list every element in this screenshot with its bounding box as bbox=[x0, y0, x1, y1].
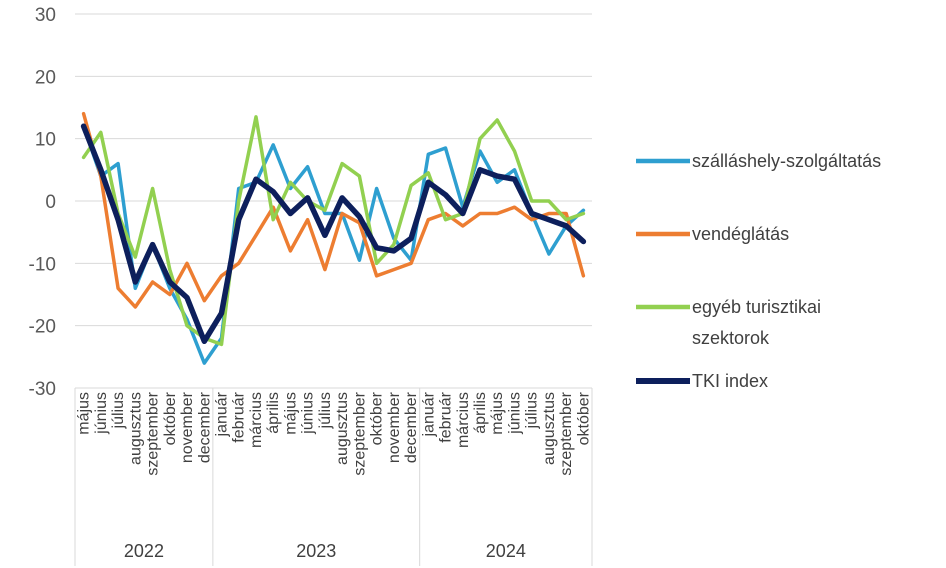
x-tick-label: február bbox=[438, 391, 455, 442]
year-label: 2024 bbox=[486, 541, 526, 561]
x-tick-label: május bbox=[282, 392, 299, 435]
y-tick-label: 20 bbox=[35, 67, 56, 88]
x-tick-label: április bbox=[265, 392, 282, 434]
y-tick-label: -30 bbox=[29, 379, 56, 400]
x-tick-label: november bbox=[179, 391, 196, 463]
x-tick-label: július bbox=[524, 392, 541, 429]
legend-label: TKI index bbox=[692, 371, 768, 391]
x-tick-label: július bbox=[110, 392, 127, 429]
legend-label: szálláshely-szolgáltatás bbox=[692, 151, 881, 171]
x-tick-label: szeptember bbox=[145, 391, 162, 475]
x-tick-label: december bbox=[196, 391, 213, 463]
x-tick-label: március bbox=[248, 392, 265, 448]
x-tick-label: június bbox=[506, 392, 523, 435]
year-label: 2022 bbox=[124, 541, 164, 561]
x-tick-label: szeptember bbox=[558, 391, 575, 475]
x-tick-label: március bbox=[455, 392, 472, 448]
x-tick-label: június bbox=[300, 392, 317, 435]
x-tick-label: november bbox=[386, 391, 403, 463]
x-axis: május június július augusztus szeptember októ… bbox=[74, 388, 593, 566]
x-tick-label: augusztus bbox=[541, 392, 558, 465]
x-tick-label: április bbox=[472, 392, 489, 434]
y-axis-tick-labels: 30 20 10 0 -10 -20 -30 bbox=[29, 5, 56, 400]
series-line-2 bbox=[81, 115, 586, 347]
y-tick-label: -10 bbox=[29, 254, 56, 275]
gridlines bbox=[75, 13, 592, 389]
x-tick-label: szeptember bbox=[351, 391, 368, 475]
series-line-3 bbox=[80, 123, 587, 345]
legend-label: egyéb turisztikai szektorok bbox=[692, 297, 821, 348]
x-tick-label: január bbox=[420, 391, 437, 437]
legend: szálláshely-szolgáltatás vendéglátás egyéb… bbox=[636, 151, 881, 391]
x-tick-label: október bbox=[369, 391, 386, 445]
y-tick-label: 10 bbox=[35, 130, 56, 151]
x-tick-label: december bbox=[403, 391, 420, 463]
x-tick-label: január bbox=[213, 391, 230, 437]
x-tick-label: október bbox=[162, 391, 179, 445]
x-tick-label: július bbox=[317, 392, 334, 429]
x-tick-label: május bbox=[76, 392, 93, 435]
x-tick-label: május bbox=[489, 392, 506, 435]
y-tick-label: 30 bbox=[35, 5, 56, 26]
y-tick-label: 0 bbox=[45, 192, 56, 213]
x-tick-label: augusztus bbox=[127, 392, 144, 465]
year-label: 2023 bbox=[296, 541, 336, 561]
series-line-1 bbox=[81, 111, 586, 309]
legend-label: vendéglátás bbox=[692, 224, 789, 244]
series-lines bbox=[80, 111, 587, 365]
x-tick-label: február bbox=[231, 391, 248, 442]
y-tick-label: -20 bbox=[29, 317, 56, 338]
x-tick-label: június bbox=[93, 392, 110, 435]
x-tick-label: augusztus bbox=[334, 392, 351, 465]
x-tick-label: október bbox=[575, 391, 592, 445]
